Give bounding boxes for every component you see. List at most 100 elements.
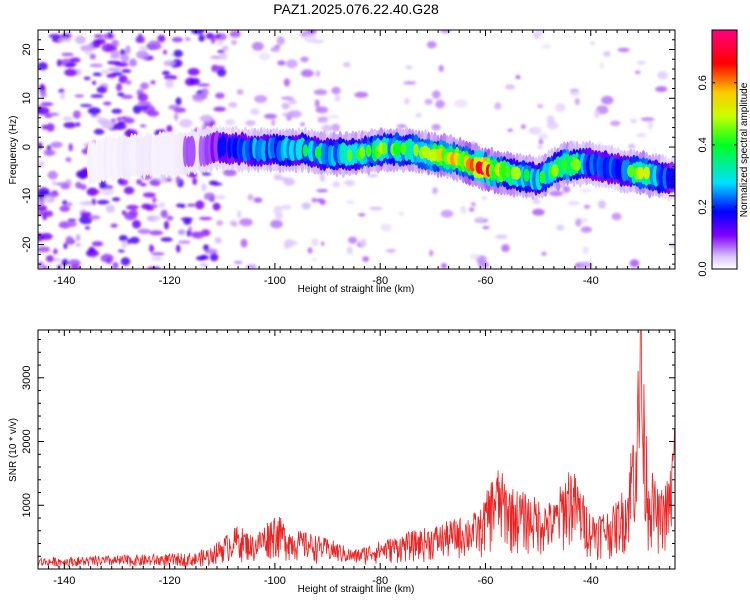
noise-blob xyxy=(163,60,176,67)
noise-blob xyxy=(58,38,72,42)
noise-blob xyxy=(75,234,81,242)
noise-blob xyxy=(92,72,103,77)
noise-blob xyxy=(83,76,91,81)
noise-blob xyxy=(60,92,65,100)
noise-blob xyxy=(288,99,297,105)
noise-blob xyxy=(628,144,636,149)
noise-blob xyxy=(120,257,131,266)
noise-blob xyxy=(174,112,179,121)
noise-blob xyxy=(603,51,611,57)
ridge-blob xyxy=(671,168,675,190)
noise-blob xyxy=(125,80,132,85)
noise-blob xyxy=(254,95,267,103)
noise-blob xyxy=(501,244,510,253)
noise-blob xyxy=(140,82,149,90)
noise-blob xyxy=(75,181,82,189)
noise-blob xyxy=(580,226,593,233)
x-tick-label: -120 xyxy=(159,275,181,287)
noise-blob xyxy=(319,199,326,206)
noise-blob xyxy=(380,223,392,232)
noise-blob xyxy=(346,246,353,255)
ridge-blob xyxy=(627,164,635,178)
noise-blob xyxy=(100,253,114,263)
noise-blob xyxy=(125,45,131,54)
noise-blob xyxy=(281,96,294,101)
noise-blob xyxy=(80,211,92,217)
noise-blob xyxy=(647,120,653,130)
noise-blob xyxy=(148,40,161,49)
noise-blob xyxy=(495,234,508,239)
noise-blob xyxy=(281,102,290,110)
noise-blob xyxy=(547,121,559,130)
ridge-blob xyxy=(573,158,581,172)
noise-blob xyxy=(307,247,313,254)
y-tick-label: -20 xyxy=(21,237,33,253)
ridge-blob xyxy=(505,165,511,178)
noise-blob xyxy=(300,122,305,126)
noise-blob xyxy=(438,65,444,72)
noise-blob xyxy=(245,120,256,126)
noise-blob xyxy=(640,117,655,121)
noise-blob xyxy=(76,170,90,179)
noise-blob xyxy=(505,84,515,90)
noise-blob xyxy=(538,133,548,140)
noise-blob xyxy=(150,80,156,85)
noise-blob xyxy=(354,91,369,98)
noise-blob xyxy=(532,208,545,216)
ridge-blob xyxy=(346,149,353,162)
noise-blob xyxy=(74,94,85,98)
noise-blob xyxy=(191,30,205,35)
noise-blob xyxy=(556,224,565,231)
noise-blob xyxy=(166,215,174,221)
x-tick-label: -60 xyxy=(478,275,494,287)
noise-blob xyxy=(51,180,58,186)
noise-blob xyxy=(215,92,225,99)
noise-blob xyxy=(80,45,94,52)
noise-blob xyxy=(79,201,93,206)
y-tick-label: 1000 xyxy=(21,493,33,517)
noise-blob xyxy=(217,49,225,54)
ridge-blob xyxy=(302,144,309,157)
noise-blob xyxy=(358,213,366,217)
noise-blob xyxy=(121,240,127,249)
noise-blob xyxy=(101,43,115,53)
noise-blob xyxy=(118,75,128,84)
noise-blob xyxy=(285,240,299,246)
noise-blob xyxy=(535,30,545,36)
noise-blob xyxy=(84,49,94,56)
noise-blob xyxy=(286,59,298,69)
noise-blob xyxy=(186,203,196,207)
noise-blob xyxy=(113,122,127,130)
y-tick-label: 0 xyxy=(21,144,33,150)
noise-blob xyxy=(175,244,181,253)
noise-blob xyxy=(229,220,236,226)
noise-blob xyxy=(317,116,329,123)
noise-blob xyxy=(100,69,109,74)
noise-blob xyxy=(229,30,241,38)
noise-blob xyxy=(482,225,490,230)
noise-blob xyxy=(200,262,209,268)
noise-blob xyxy=(110,49,120,58)
y-tick-label: 3000 xyxy=(21,366,33,390)
noise-blob xyxy=(277,60,286,66)
noise-blob xyxy=(199,114,214,123)
noise-blob xyxy=(273,173,283,181)
noise-blob xyxy=(251,41,264,51)
noise-blob xyxy=(160,237,173,242)
noise-blob xyxy=(415,112,422,118)
ridge-blob xyxy=(400,142,407,155)
noise-blob xyxy=(276,36,285,45)
noise-blob xyxy=(70,263,80,269)
noise-blob xyxy=(201,88,209,96)
noise-blob xyxy=(185,37,191,41)
ridge-blob xyxy=(539,170,546,184)
noise-blob xyxy=(86,189,100,194)
noise-blob xyxy=(121,116,127,121)
noise-blob xyxy=(119,235,128,242)
noise-blob xyxy=(655,86,668,93)
noise-blob xyxy=(636,60,646,65)
noise-blob xyxy=(89,63,103,68)
noise-blob xyxy=(135,35,146,44)
noise-blob xyxy=(121,69,132,73)
noise-blob xyxy=(110,118,117,124)
